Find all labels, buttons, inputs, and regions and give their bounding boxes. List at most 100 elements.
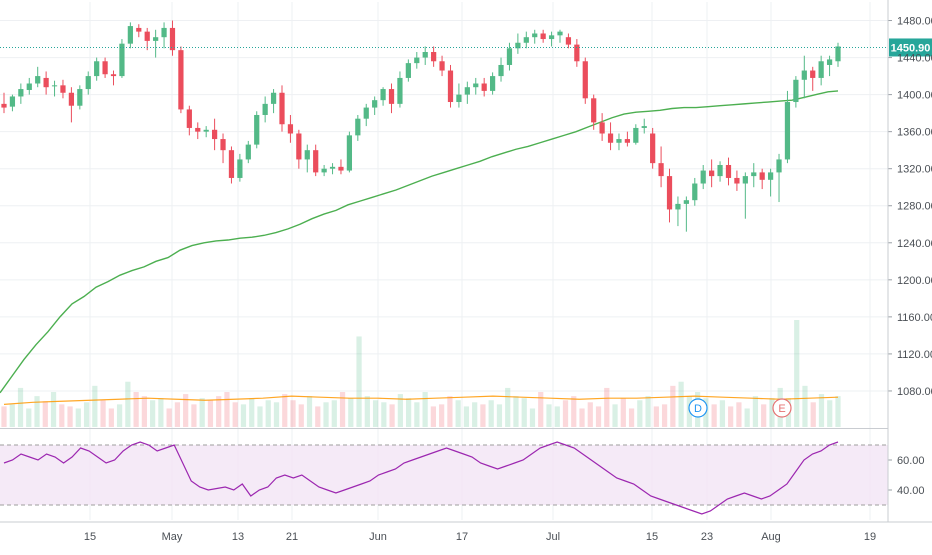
rsi-tick-label: 40.00 [897,485,925,497]
candle-body [270,92,277,104]
candle-body [422,52,428,58]
candle-body [725,164,732,178]
candle [51,80,58,97]
candle [456,83,462,108]
candle [270,89,277,114]
candle [388,83,395,114]
candle-body [363,107,369,119]
candle-body [734,177,740,184]
candle [127,22,133,49]
candle-body [110,74,117,77]
volume-bar [116,404,123,427]
rsi-band [0,445,888,505]
candle [414,52,420,69]
candlesticks [1,20,841,232]
candle-body [447,70,454,103]
volume-bar [802,385,808,427]
candle [473,77,479,95]
candle [506,42,513,71]
candle-body [506,48,513,65]
volume-bar [249,398,255,427]
candle-body [237,159,243,178]
grid [0,2,888,520]
volume-bar [158,398,164,427]
event-marker-circle [688,398,708,418]
candle-body [751,172,757,177]
volume-bar [422,392,428,427]
volume-bar [150,400,156,427]
volume-bar [818,394,825,427]
volume-bar [397,394,403,427]
candle [700,164,706,190]
volume-bar [141,396,147,427]
candle-body [717,164,723,177]
candle-body [136,27,142,32]
candle [363,103,369,127]
candle-body [633,127,639,143]
volume-bar [546,404,552,427]
candle [633,124,639,145]
candle-body [102,61,108,75]
rsi-line [3,441,839,515]
volume-bar [67,406,73,427]
candle [1,92,7,114]
candle [498,57,504,82]
volume-bar [678,381,684,427]
volume-bar [538,392,544,427]
candle-body [532,33,538,38]
candle [793,76,799,108]
candle-body [1,103,7,108]
volume-bar [728,406,734,427]
candle [237,153,243,182]
candle-body [658,163,664,177]
candle-body [178,50,184,110]
candle [666,168,673,223]
candle [574,39,580,67]
volume-bar [736,402,742,427]
candle-body [287,124,294,134]
volume-bar [381,402,387,427]
candle-body [380,89,386,101]
volume-bar [604,387,610,427]
candle [169,20,176,56]
candle-body [683,200,689,204]
x-tick-label: 15 [646,531,658,543]
candle [431,46,437,67]
candle-body [439,61,445,71]
candle [709,159,715,188]
volume-bar [356,336,362,427]
x-tick-label: Aug [761,531,781,543]
price-tick-label: 1440.00 [897,53,932,65]
candle-body [431,52,437,62]
event-marker-d: D [688,398,708,418]
price-tick-label: 1400.00 [897,90,932,102]
volume-bar [389,404,395,427]
candle [68,87,75,123]
candle-body [43,77,49,88]
candle-body [574,44,580,62]
candle-body [793,79,799,103]
volume-bar [744,408,750,427]
volume-bar [331,400,337,427]
volume-bar [587,402,593,427]
candle [144,27,150,51]
candle-body [675,203,681,210]
candle-body [700,170,706,184]
candle [826,55,833,77]
candle [607,122,614,151]
candle-body [776,159,782,173]
candle-body [119,43,125,77]
candle-body [321,168,327,173]
volume-bar [17,387,24,427]
volume-bar [224,392,230,427]
volume-bar [240,404,247,427]
price-tick-label: 1120.00 [897,349,932,361]
candle [26,77,32,95]
volume-bar [670,385,676,427]
candle [675,196,681,227]
candle-body [767,172,774,180]
event-marker-label: E [778,403,785,415]
candle [650,127,656,169]
candle [228,146,235,184]
